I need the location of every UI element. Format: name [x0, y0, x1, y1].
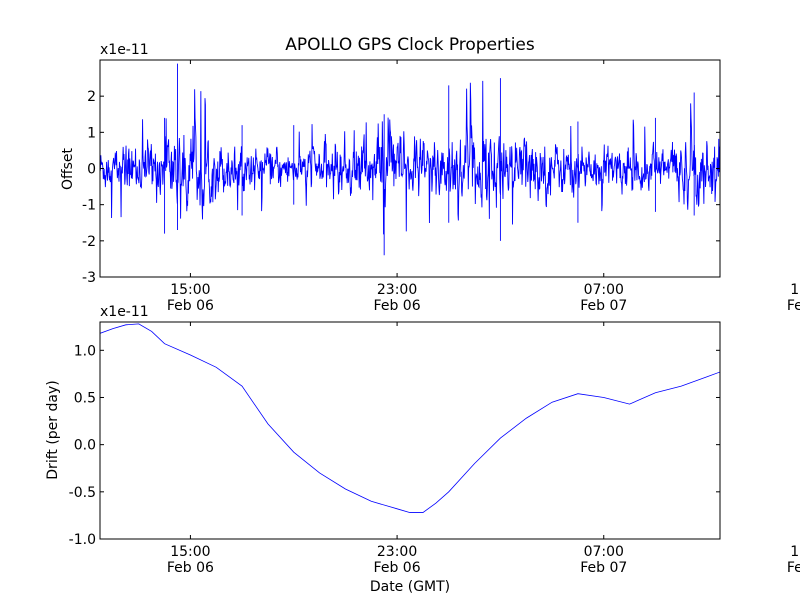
drift-y-label: Drift (per day)	[45, 380, 61, 479]
y-tick-label: -2	[82, 234, 96, 250]
y-tick-label: 0.0	[74, 438, 96, 454]
x-tick-date-label: Feb 06	[374, 560, 421, 576]
y-tick-label: 0.5	[74, 390, 96, 406]
y-tick-label: 1	[87, 125, 96, 141]
x-tick-date-label: Feb 07	[580, 298, 627, 314]
x-tick-time-label: 15:00	[170, 282, 210, 298]
x-axis-label: Date (GMT)	[370, 579, 450, 595]
x-tick-date-label: Feb 06	[167, 560, 214, 576]
x-tick-time-label: 15:00	[790, 544, 800, 560]
y-tick-label: 0	[87, 162, 96, 178]
offset-y-multiplier: x1e-11	[100, 42, 149, 58]
y-tick-label: 2	[87, 89, 96, 105]
x-tick-time-label: 15:00	[170, 544, 210, 560]
x-tick-time-label: 23:00	[377, 544, 417, 560]
chart-title: APOLLO GPS Clock Properties	[285, 35, 535, 55]
plot-frame	[99, 321, 721, 540]
offset-panel: APOLLO GPS Clock Properties x1e-11 Offse…	[60, 35, 800, 314]
x-tick-date-label: Feb 06	[374, 298, 421, 314]
drift-y-multiplier: x1e-11	[100, 304, 149, 320]
x-tick-time-label: 07:00	[584, 282, 624, 298]
x-tick-date-label: Feb 07	[787, 560, 800, 576]
y-tick-label: -0.5	[69, 485, 96, 501]
x-tick-date-label: Feb 07	[580, 560, 627, 576]
y-tick-label: -3	[82, 270, 96, 286]
y-tick-label: -1	[82, 198, 96, 214]
x-tick-time-label: 07:00	[584, 544, 624, 560]
x-tick-time-label: 15:00	[790, 282, 800, 298]
drift-panel: x1e-11 Drift (per day) Date (GMT) -1.0 -0…	[45, 304, 800, 595]
x-tick-time-label: 23:00	[377, 282, 417, 298]
series-group	[100, 63, 720, 256]
x-tick-date-label: Feb 07	[787, 298, 800, 314]
x-tick-date-label: Feb 06	[167, 298, 214, 314]
drift-series-line	[100, 323, 720, 513]
y-tick-label: -1.0	[69, 532, 96, 548]
offset-series-line	[100, 63, 720, 256]
offset-y-label: Offset	[60, 147, 76, 190]
series-group	[100, 323, 720, 513]
y-tick-label: 1.0	[74, 343, 96, 359]
